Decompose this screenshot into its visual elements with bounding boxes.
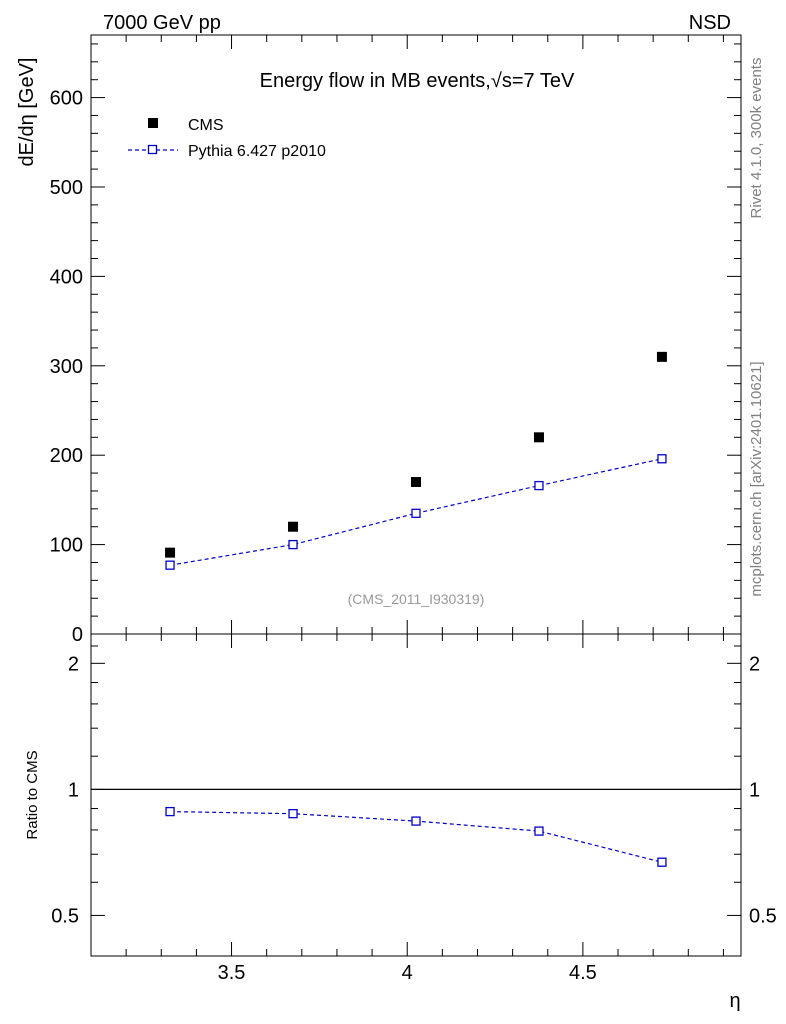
x-tick-label: 4 <box>402 962 413 984</box>
pythia-point <box>288 539 298 550</box>
ratio-data-layer <box>91 788 741 867</box>
pythia-point <box>534 480 544 491</box>
main-y-tick-label: 0 <box>72 624 83 646</box>
legend-pythia-marker <box>147 144 158 155</box>
pythia-point <box>657 454 667 464</box>
cms-point <box>411 477 421 488</box>
x-axis-ticks: 3.5 4 4.5 <box>125 35 724 984</box>
main-y-axis-title: dE/dη [GeV] <box>16 58 38 167</box>
ratio-y-tick-label-right: 1 <box>749 779 760 801</box>
main-axis-ticks: 0 100 200 300 400 500 600 <box>50 43 741 646</box>
analysis-id: (CMS_2011_I930319) <box>348 591 485 607</box>
pythia-point <box>411 508 421 518</box>
ratio-y-tick-label-right: 0.5 <box>749 905 777 927</box>
pythia-point <box>165 560 175 570</box>
chart-title: Energy flow in MB events,√s=7 TeV <box>260 70 575 92</box>
ratio-y-tick-label-right: 2 <box>749 653 760 675</box>
ratio-y-tick-label: 1 <box>68 779 79 801</box>
ratio-axis-ticks: 0.5 0.5 1 1 2 2 <box>51 645 777 927</box>
legend-pythia-label: Pythia 6.427 p2010 <box>188 143 326 160</box>
ratio-y-tick-label: 2 <box>68 653 79 675</box>
main-y-tick-label: 200 <box>50 445 83 467</box>
ratio-point <box>534 826 544 836</box>
beam-label: 7000 GeV pp <box>103 12 221 34</box>
main-data-layer <box>165 351 667 570</box>
process-label: NSD <box>689 12 731 34</box>
ratio-point <box>288 809 298 819</box>
main-y-tick-label: 400 <box>50 266 83 288</box>
ratio-point <box>411 816 421 826</box>
rivet-label: Rivet 4.1.0, 300k events <box>748 58 765 219</box>
main-y-tick-label: 100 <box>50 535 83 557</box>
main-y-tick-label: 500 <box>50 177 83 199</box>
x-tick-label: 3.5 <box>218 962 246 984</box>
ratio-point <box>657 857 667 867</box>
mcplots-label: mcplots.cern.ch [arXiv:2401.10621] <box>748 361 765 596</box>
ratio-y-axis-title: Ratio to CMS <box>24 750 41 839</box>
cms-point <box>656 351 667 362</box>
x-axis-title: η <box>729 990 740 1012</box>
main-y-tick-label: 300 <box>50 356 83 378</box>
ratio-point <box>165 806 175 817</box>
legend-cms-marker <box>148 118 158 128</box>
cms-point <box>165 547 176 558</box>
x-tick-label: 4.5 <box>569 962 597 984</box>
legend-cms-label: CMS <box>188 117 224 134</box>
main-y-tick-label: 600 <box>50 88 83 110</box>
cms-point <box>533 432 544 443</box>
ratio-panel-frame <box>90 633 742 957</box>
cms-point <box>288 521 299 532</box>
ratio-y-tick-label: 0.5 <box>51 905 79 927</box>
